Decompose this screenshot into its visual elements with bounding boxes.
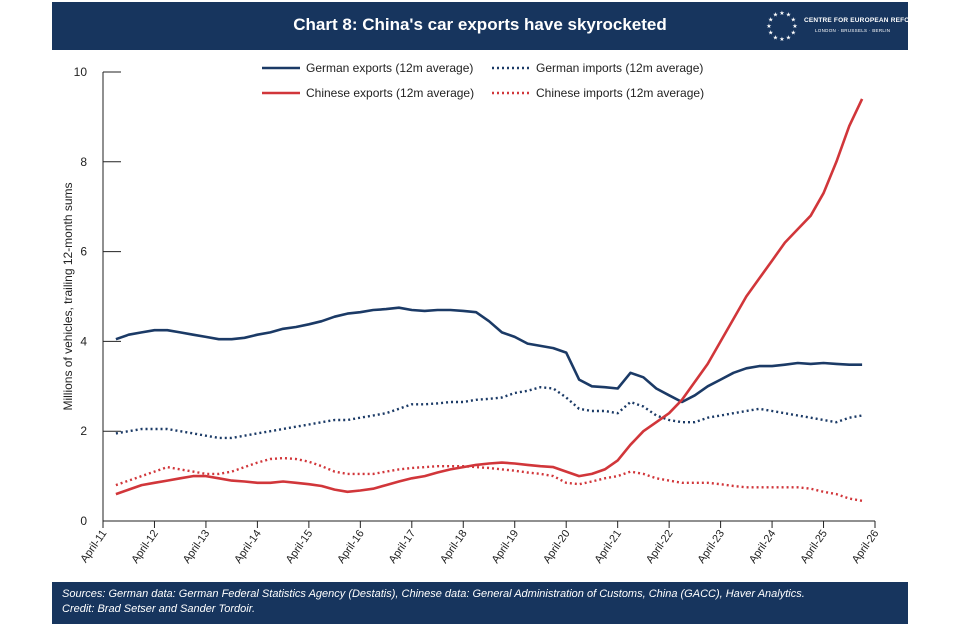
x-tick-label: April-11 [78,528,109,565]
logo-star: ★ [766,23,771,30]
x-tick-label: April-14 [232,528,264,566]
chinese-exports-12m-average-line [115,98,864,496]
x-tick-label: April-21 [593,528,625,566]
chinese-imports-12m-average-line [115,456,863,502]
x-tick-label: April-17 [387,528,419,566]
logo-star: ★ [768,17,773,24]
logo-name: CENTRE FOR EUROPEAN REFORM [804,17,921,24]
x-tick-label: April-15 [284,528,316,566]
logo-star: ★ [791,30,796,37]
logo-star: ★ [779,10,784,17]
y-tick-label: 2 [80,424,87,438]
logo-star: ★ [786,34,791,41]
logo-star: ★ [773,34,778,41]
y-tick-label: 8 [80,155,87,169]
chart-title: Chart 8: China's car exports have skyroc… [293,15,667,34]
legend-label: German exports (12m average) [306,61,473,75]
chart-footer: Sources: German data: German Federal Sta… [52,582,908,624]
logo-star: ★ [786,12,791,19]
logo-cities: LONDON · BRUSSELS · BERLIN [815,28,891,33]
eu-stars-icon: ★★★★★★★★★ ★ ★★ [766,10,797,43]
y-tick-label: 0 [80,514,87,528]
y-tick-label: 4 [80,334,87,348]
x-tick-label: April-20 [541,528,573,566]
german-imports-12m-average-line [115,386,863,440]
legend-label: Chinese exports (12m average) [306,86,474,100]
sources-note: Sources: German data: German Federal Sta… [62,588,805,600]
x-tick-label: April-25 [798,528,830,566]
x-tick-label: April-13 [181,528,213,566]
x-tick-label: April-23 [695,528,727,566]
german-exports-12m-average-line [115,306,863,404]
legend-label: Chinese imports (12m average) [536,86,704,100]
x-tick-label: April-24 [747,528,779,566]
x-tick-label: April-22 [644,528,676,566]
logo-star: ★ [768,30,773,37]
cer-logo: ★ ★ ★ ★ ★ ★ ★ ★ ★ ★ ★ ★ CENTRE FOR EUROPEAN REFORM … [764,8,920,44]
x-tick-label: April-26 [850,528,882,566]
chart-header: Chart 8: China's car exports have skyroc… [52,2,920,50]
x-tick-label: April-12 [129,528,161,566]
logo-star: ★ [791,17,796,24]
legend-label: German imports (12m average) [536,61,703,75]
y-tick-label: 10 [74,65,88,79]
credit-note: Credit: Brad Setser and Sander Tordoir. [62,603,256,615]
y-axis-label: Millions of vehicles, trailing 12-month … [61,182,75,410]
logo-star: ★ [779,36,784,43]
y-tick-label: 6 [80,245,87,259]
x-tick-label: April-18 [438,528,470,566]
logo-star: ★ [773,12,778,19]
x-tick-label: April-16 [335,528,367,566]
logo-star: ★ [792,23,797,30]
x-tick-label: April-19 [490,528,522,566]
